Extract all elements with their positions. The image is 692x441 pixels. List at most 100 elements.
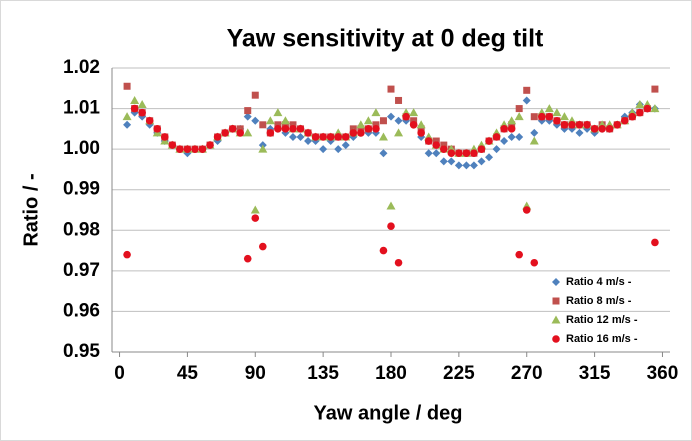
marker — [553, 116, 561, 125]
marker — [379, 117, 387, 125]
marker — [311, 133, 320, 141]
marker — [508, 121, 516, 129]
marker — [363, 116, 373, 125]
marker — [243, 128, 253, 137]
marker — [515, 250, 523, 259]
marker — [130, 104, 139, 113]
marker — [439, 157, 448, 166]
legend-label: Ratio 8 m/s - — [566, 295, 632, 307]
marker — [349, 129, 358, 137]
legend-label: Ratio 16 m/s - — [566, 333, 638, 345]
marker — [477, 157, 486, 166]
marker — [507, 125, 516, 133]
marker — [545, 112, 554, 121]
marker — [191, 145, 199, 153]
marker — [387, 85, 395, 93]
marker — [243, 254, 252, 263]
marker — [198, 145, 207, 153]
marker — [387, 112, 395, 121]
marker — [372, 121, 380, 129]
x-tick-label: 360 — [647, 363, 679, 384]
marker — [206, 141, 214, 149]
marker — [567, 124, 576, 133]
marker — [296, 132, 305, 141]
marker — [251, 116, 260, 125]
marker — [274, 125, 282, 133]
y-tick-label: 1.02 — [63, 57, 100, 78]
marker — [551, 315, 561, 324]
x-axis-label: Yaw angle / deg — [314, 402, 463, 424]
marker — [326, 133, 335, 141]
marker — [568, 121, 576, 129]
marker — [387, 222, 395, 231]
marker — [168, 141, 177, 149]
marker — [123, 120, 132, 129]
marker — [454, 161, 463, 170]
marker — [341, 141, 350, 150]
marker — [357, 129, 365, 137]
marker — [288, 132, 297, 141]
marker — [410, 117, 418, 125]
marker — [244, 107, 252, 115]
marker — [492, 133, 501, 141]
marker — [651, 85, 659, 93]
marker — [552, 108, 562, 117]
marker — [492, 145, 501, 154]
marker — [575, 128, 584, 137]
marker — [122, 112, 132, 121]
marker — [515, 132, 524, 141]
marker — [259, 242, 267, 251]
marker — [378, 132, 388, 141]
marker — [130, 95, 140, 104]
y-tick-label: 0.99 — [63, 179, 100, 200]
marker — [394, 116, 403, 125]
marker — [575, 121, 584, 129]
marker — [379, 149, 388, 158]
marker — [544, 104, 554, 113]
y-tick-label: 0.96 — [63, 300, 100, 321]
marker — [552, 297, 560, 305]
marker — [432, 141, 441, 149]
marker — [153, 125, 162, 133]
marker — [123, 250, 131, 259]
marker — [236, 129, 244, 137]
y-tick-label: 1.00 — [63, 138, 100, 159]
marker — [274, 121, 282, 129]
marker — [651, 238, 659, 247]
y-axis-label: Ratio / - — [20, 173, 42, 246]
marker — [507, 132, 516, 141]
marker — [280, 116, 290, 125]
marker — [500, 125, 508, 133]
marker — [304, 129, 312, 137]
x-tick-label: 90 — [245, 363, 266, 384]
marker — [613, 121, 622, 129]
marker — [530, 113, 538, 121]
marker — [395, 96, 403, 104]
marker — [447, 157, 456, 166]
marker — [538, 112, 546, 121]
marker — [341, 133, 350, 141]
marker — [462, 161, 471, 170]
marker — [424, 149, 433, 158]
marker — [523, 86, 531, 94]
marker — [394, 128, 404, 137]
marker — [583, 124, 592, 133]
marker — [402, 112, 410, 121]
marker — [530, 128, 539, 137]
marker — [515, 105, 523, 113]
marker — [251, 214, 260, 222]
marker — [259, 121, 267, 129]
marker — [514, 112, 524, 121]
marker — [417, 129, 425, 137]
marker — [635, 100, 645, 109]
marker — [462, 149, 471, 157]
marker — [522, 96, 531, 105]
x-tick-label: 225 — [443, 363, 475, 384]
marker — [469, 161, 478, 170]
marker — [243, 112, 252, 121]
marker — [356, 120, 366, 129]
marker — [379, 246, 388, 255]
marker — [364, 125, 373, 133]
marker — [605, 125, 614, 133]
marker — [485, 137, 493, 145]
